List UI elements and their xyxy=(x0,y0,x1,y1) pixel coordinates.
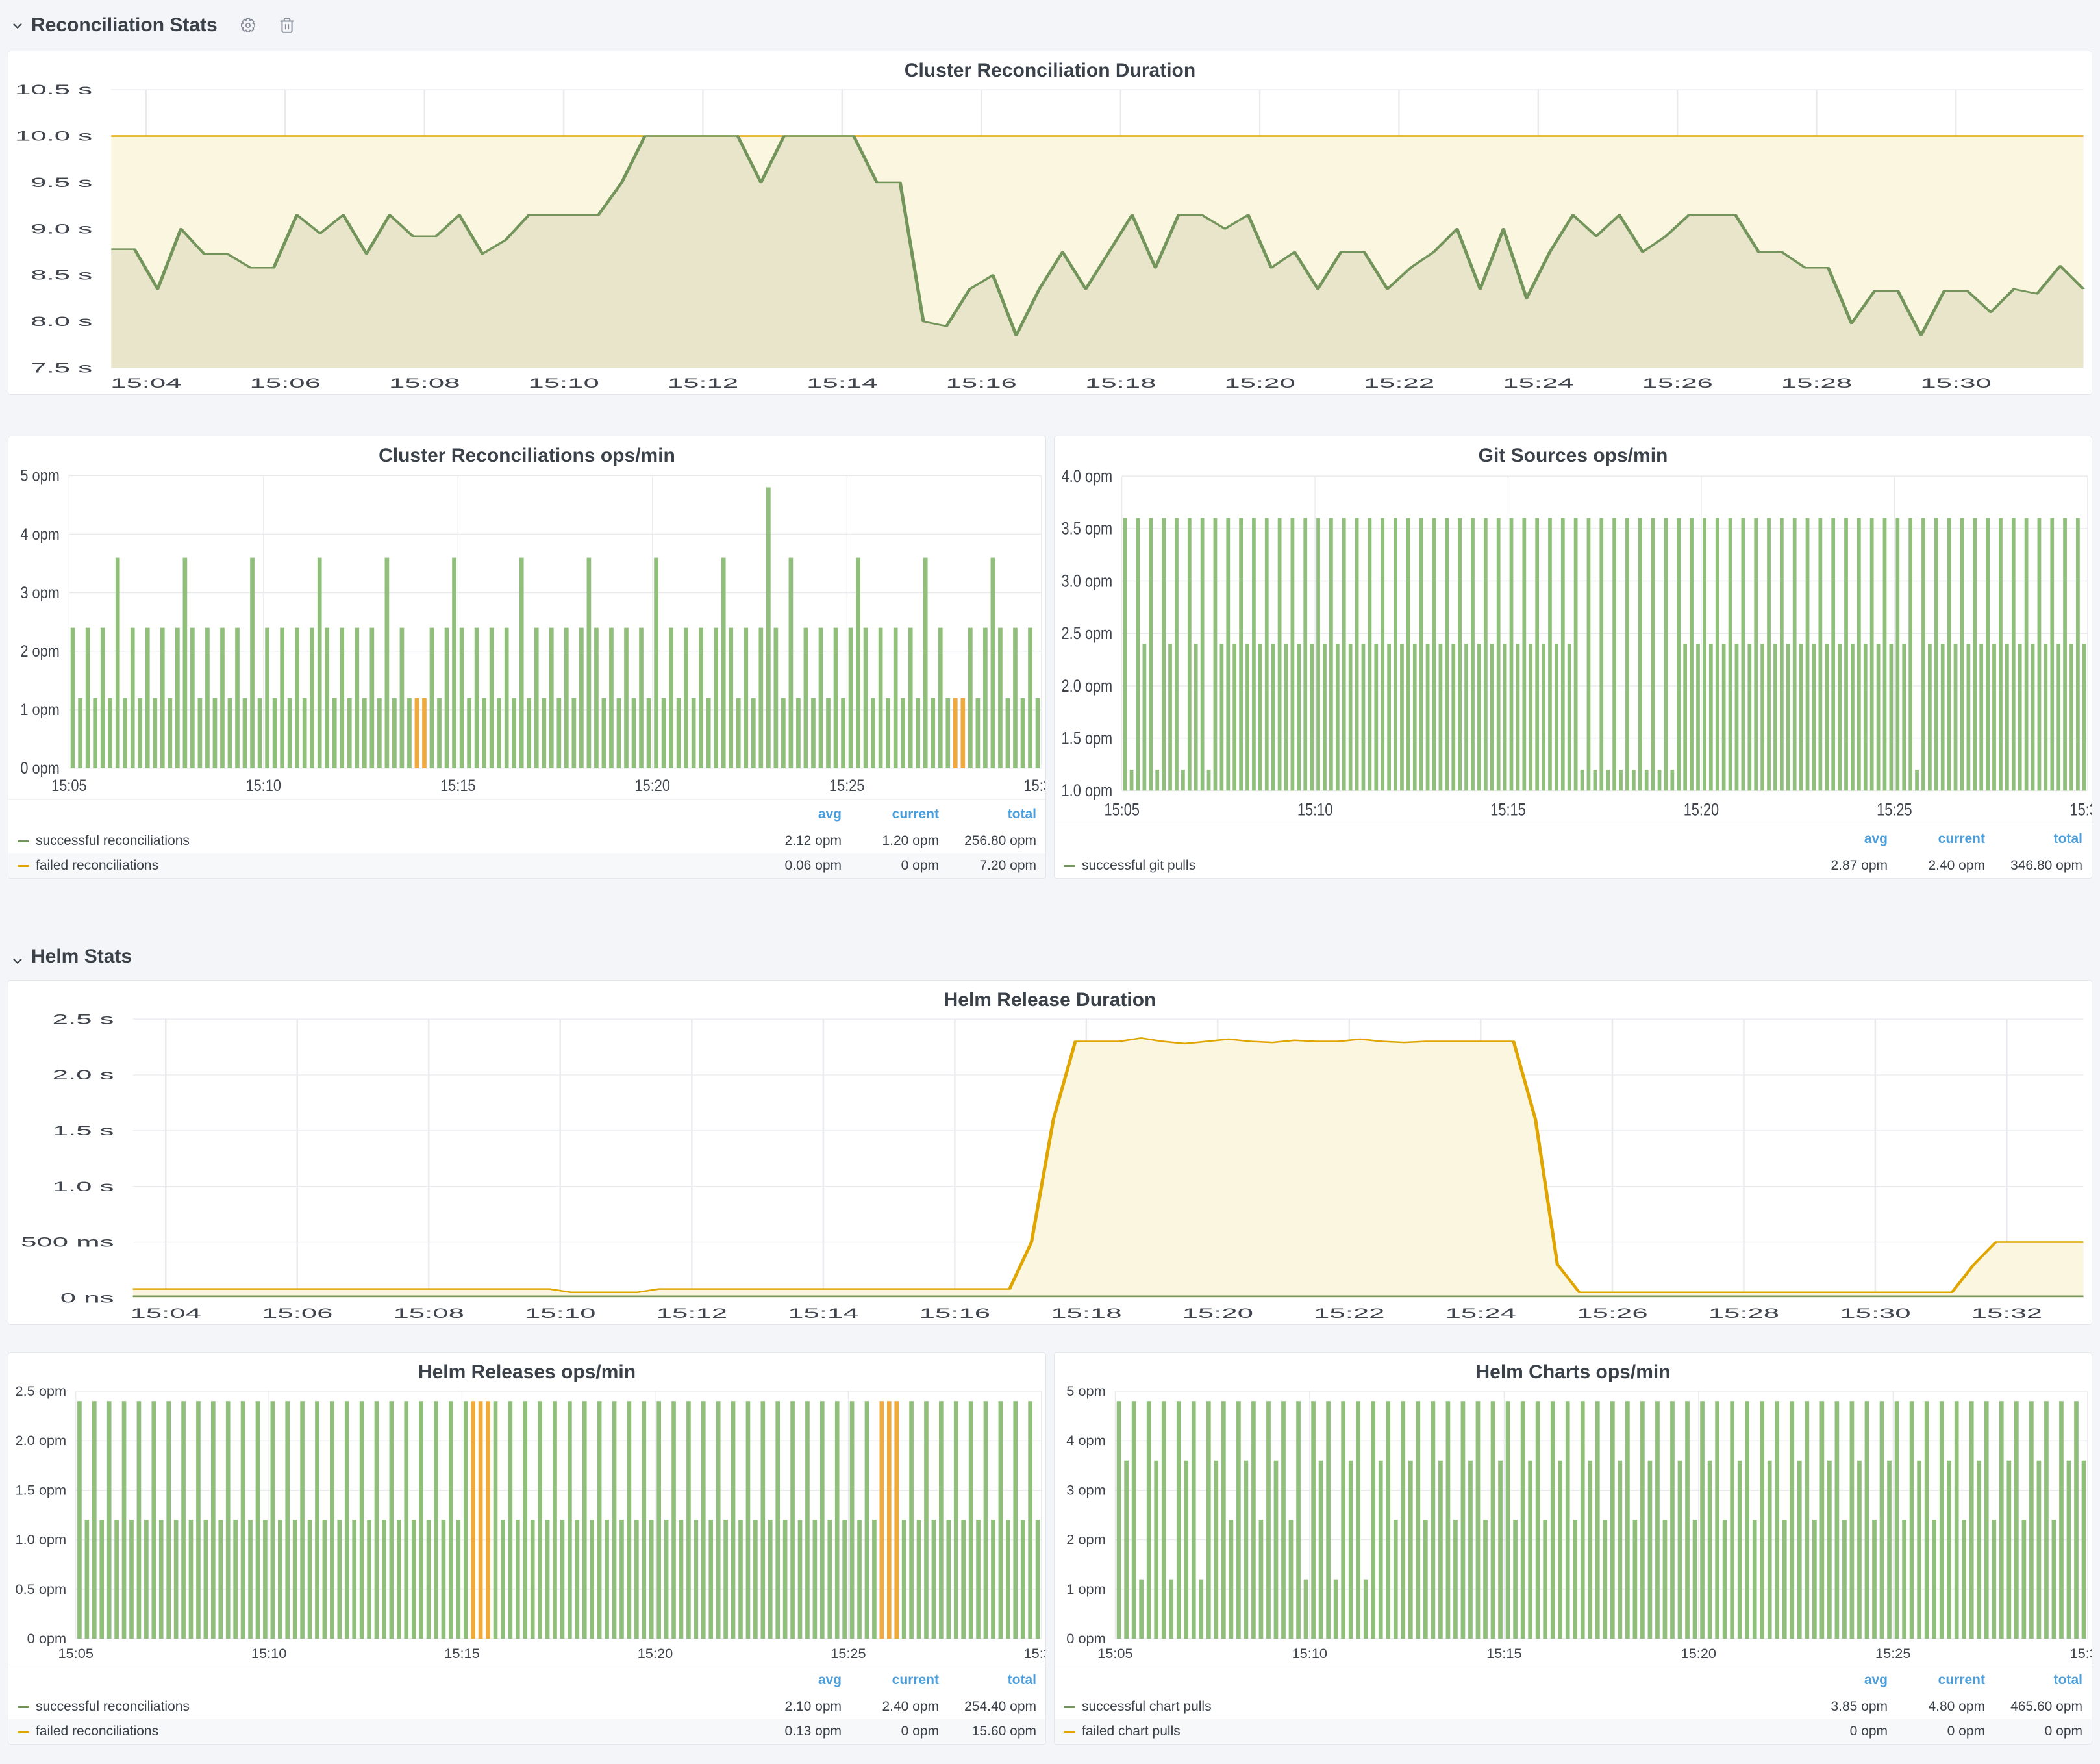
svg-text:15:22: 15:22 xyxy=(1314,1305,1384,1321)
svg-text:15:15: 15:15 xyxy=(1486,1646,1521,1661)
svg-text:15:14: 15:14 xyxy=(806,375,877,391)
svg-text:15:15: 15:15 xyxy=(444,1646,479,1661)
svg-text:15:30: 15:30 xyxy=(1920,375,1991,391)
svg-text:15:30: 15:30 xyxy=(1024,1646,1045,1661)
svg-text:0 opm: 0 opm xyxy=(27,1631,67,1646)
svg-text:8.5 s: 8.5 s xyxy=(31,268,92,283)
svg-text:2.0 opm: 2.0 opm xyxy=(16,1433,67,1449)
svg-text:2 opm: 2 opm xyxy=(1066,1532,1106,1548)
svg-text:15:06: 15:06 xyxy=(262,1305,332,1321)
svg-text:1.5 s: 1.5 s xyxy=(53,1123,114,1139)
svg-text:15:10: 15:10 xyxy=(251,1646,287,1661)
svg-text:0.5 opm: 0.5 opm xyxy=(16,1581,67,1597)
svg-text:1 opm: 1 opm xyxy=(20,701,59,719)
svg-text:10.5 s: 10.5 s xyxy=(15,84,92,97)
svg-text:15:15: 15:15 xyxy=(1490,800,1525,820)
svg-text:3.5 opm: 3.5 opm xyxy=(1062,520,1113,539)
svg-text:1.0 s: 1.0 s xyxy=(53,1179,114,1194)
svg-text:4.0 opm: 4.0 opm xyxy=(1062,470,1113,486)
svg-text:15:10: 15:10 xyxy=(1292,1646,1328,1661)
svg-text:15:30: 15:30 xyxy=(1840,1305,1910,1321)
svg-text:3.0 opm: 3.0 opm xyxy=(1062,572,1113,591)
svg-text:3 opm: 3 opm xyxy=(1066,1483,1106,1498)
svg-text:15:20: 15:20 xyxy=(1182,1305,1253,1321)
svg-text:15:30: 15:30 xyxy=(2070,1646,2092,1661)
svg-text:15:20: 15:20 xyxy=(1224,375,1295,391)
svg-text:15:20: 15:20 xyxy=(635,777,670,795)
svg-text:15:06: 15:06 xyxy=(249,375,320,391)
svg-text:1 opm: 1 opm xyxy=(1066,1581,1106,1597)
svg-text:15:10: 15:10 xyxy=(246,777,281,795)
svg-text:15:08: 15:08 xyxy=(389,375,460,391)
svg-text:7.5 s: 7.5 s xyxy=(31,360,92,376)
svg-text:15:20: 15:20 xyxy=(1681,1646,1717,1661)
svg-text:15:16: 15:16 xyxy=(919,1305,990,1321)
svg-text:4 opm: 4 opm xyxy=(1066,1433,1106,1449)
svg-text:500 ms: 500 ms xyxy=(21,1235,114,1250)
svg-text:15:12: 15:12 xyxy=(656,1305,727,1321)
svg-text:15:16: 15:16 xyxy=(945,375,1016,391)
svg-text:2 opm: 2 opm xyxy=(20,642,59,661)
svg-text:15:25: 15:25 xyxy=(1877,800,1912,820)
svg-text:0 opm: 0 opm xyxy=(1066,1631,1106,1646)
svg-text:15:30: 15:30 xyxy=(1024,777,1045,795)
svg-text:2.0 s: 2.0 s xyxy=(53,1067,114,1083)
svg-text:15:04: 15:04 xyxy=(110,375,181,391)
svg-text:15:24: 15:24 xyxy=(1445,1305,1516,1321)
svg-text:5 opm: 5 opm xyxy=(20,470,59,485)
svg-text:8.0 s: 8.0 s xyxy=(31,314,92,330)
svg-text:15:10: 15:10 xyxy=(525,1305,595,1321)
svg-text:15:18: 15:18 xyxy=(1085,375,1156,391)
svg-text:15:04: 15:04 xyxy=(131,1305,201,1321)
svg-text:15:20: 15:20 xyxy=(1684,800,1719,820)
svg-text:2.5 s: 2.5 s xyxy=(53,1014,114,1027)
svg-text:15:12: 15:12 xyxy=(668,375,738,391)
svg-text:15:25: 15:25 xyxy=(1875,1646,1910,1661)
svg-text:5 opm: 5 opm xyxy=(1066,1386,1106,1399)
svg-text:9.0 s: 9.0 s xyxy=(31,221,92,237)
svg-text:0 ns: 0 ns xyxy=(60,1291,114,1306)
svg-text:15:20: 15:20 xyxy=(638,1646,673,1661)
svg-text:15:05: 15:05 xyxy=(51,777,86,795)
svg-text:15:22: 15:22 xyxy=(1364,375,1434,391)
svg-text:15:25: 15:25 xyxy=(829,777,864,795)
svg-text:15:05: 15:05 xyxy=(1097,1646,1132,1661)
svg-text:15:32: 15:32 xyxy=(1971,1305,2042,1321)
svg-text:10.0 s: 10.0 s xyxy=(15,129,92,144)
svg-text:2.0 opm: 2.0 opm xyxy=(1062,677,1113,696)
svg-text:15:25: 15:25 xyxy=(831,1646,866,1661)
svg-text:1.5 opm: 1.5 opm xyxy=(1062,729,1113,748)
svg-text:15:05: 15:05 xyxy=(58,1646,93,1661)
svg-text:0 opm: 0 opm xyxy=(20,759,59,777)
svg-text:15:28: 15:28 xyxy=(1708,1305,1779,1321)
svg-text:15:24: 15:24 xyxy=(1503,375,1573,391)
svg-text:2.5 opm: 2.5 opm xyxy=(1062,624,1113,644)
svg-text:15:10: 15:10 xyxy=(1297,800,1332,820)
svg-text:15:30: 15:30 xyxy=(2070,800,2092,820)
svg-text:15:08: 15:08 xyxy=(394,1305,464,1321)
svg-text:9.5 s: 9.5 s xyxy=(31,175,92,190)
svg-text:15:14: 15:14 xyxy=(788,1305,858,1321)
svg-text:15:15: 15:15 xyxy=(440,777,475,795)
svg-text:15:28: 15:28 xyxy=(1781,375,1852,391)
svg-text:2.5 opm: 2.5 opm xyxy=(16,1386,67,1399)
svg-text:3 opm: 3 opm xyxy=(20,584,59,602)
svg-text:15:26: 15:26 xyxy=(1642,375,1712,391)
svg-text:1.0 opm: 1.0 opm xyxy=(1062,781,1113,801)
svg-text:15:26: 15:26 xyxy=(1577,1305,1647,1321)
svg-text:15:10: 15:10 xyxy=(528,375,599,391)
svg-text:15:18: 15:18 xyxy=(1051,1305,1121,1321)
svg-text:15:05: 15:05 xyxy=(1104,800,1139,820)
svg-text:4 opm: 4 opm xyxy=(20,525,59,543)
svg-text:1.5 opm: 1.5 opm xyxy=(16,1483,67,1498)
svg-text:1.0 opm: 1.0 opm xyxy=(16,1532,67,1548)
